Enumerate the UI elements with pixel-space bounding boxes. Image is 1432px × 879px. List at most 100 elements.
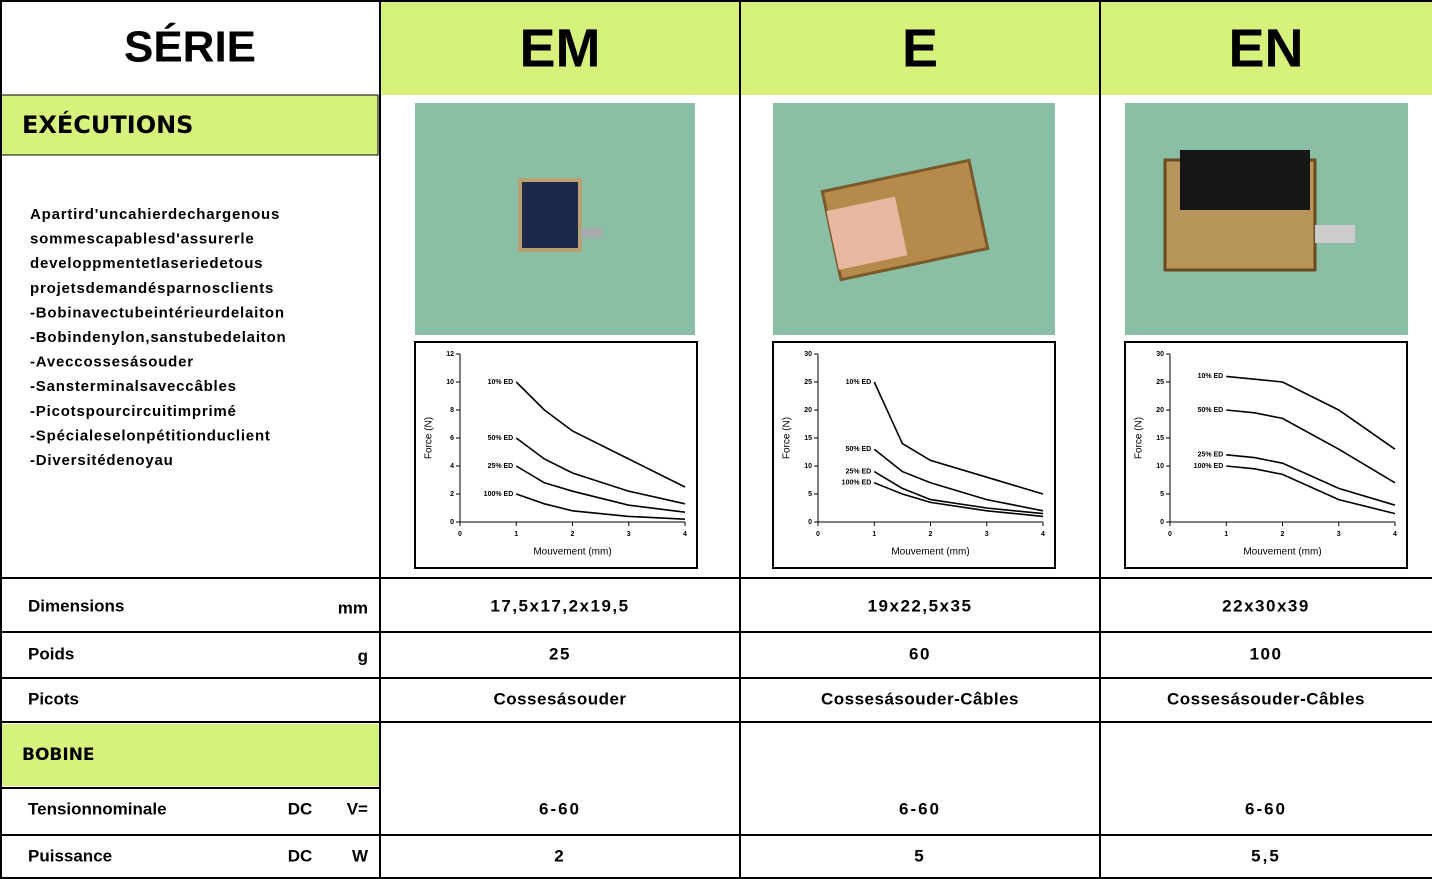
y-tick-label: 30 [804, 351, 812, 358]
x-axis-label: Mouvement (mm) [891, 547, 969, 558]
y-tick-label: 6 [450, 435, 454, 442]
header-band [380, 0, 1432, 95]
y-axis-label: Force (N) [782, 417, 793, 459]
row-unit: mm [338, 598, 368, 617]
y-tick-label: 15 [804, 435, 812, 442]
force-curve [515, 465, 686, 513]
chart-frame [414, 341, 698, 569]
row-value: Cossesásouder-Câbles [821, 689, 1019, 708]
x-tick-label: 0 [458, 531, 462, 538]
x-tick-label: 1 [1224, 531, 1228, 538]
x-tick-label: 4 [683, 531, 687, 538]
x-tick-label: 3 [985, 531, 989, 538]
curve-label: 25% ED [488, 463, 514, 470]
curve-label: 100% ED [484, 491, 514, 498]
curve-label: 50% ED [488, 435, 514, 442]
y-tick-label: 10 [446, 379, 454, 386]
row-label: Picots [28, 689, 79, 708]
row-value: Cossesásouder-Câbles [1167, 689, 1365, 708]
row-unit: W [352, 846, 369, 865]
description-line: -Sansterminalsaveccâbles [30, 378, 237, 395]
y-tick-label: 8 [450, 407, 454, 414]
row-label: Puissance [28, 846, 112, 865]
row-value: Cossesásouder [493, 689, 626, 708]
x-tick-label: 3 [1337, 531, 1341, 538]
row-value: 5,5 [1251, 846, 1281, 865]
row-unit: g [358, 646, 368, 665]
row-label: Tensionnominale [28, 799, 167, 818]
x-tick-label: 3 [627, 531, 631, 538]
y-tick-label: 10 [1156, 463, 1164, 470]
curve-label: 100% ED [842, 480, 872, 487]
row-value: 6-60 [1245, 799, 1287, 818]
executions-box [0, 94, 379, 156]
force-curve [1226, 409, 1396, 484]
row-label: Poids [28, 644, 74, 663]
row-value: 25 [549, 644, 571, 663]
y-tick-label: 5 [1160, 491, 1164, 498]
x-tick-label: 0 [1168, 531, 1172, 538]
curve-label: 25% ED [1198, 452, 1224, 459]
force-curve [873, 448, 1044, 512]
description-line: -Picotspourcircuitimprimé [30, 403, 237, 420]
y-tick-label: 0 [450, 519, 454, 526]
description-line: projetsdemandésparnosclients [30, 280, 274, 297]
force-curve [515, 493, 686, 520]
row-label: Dimensions [28, 596, 124, 615]
bobine-title: BOBINE [22, 745, 95, 765]
description-line: -Spécialeselonpétitionduclient [30, 427, 271, 444]
row-unit: V= [347, 799, 368, 818]
description-line: -Bobindenylon,sanstubedelaiton [30, 329, 287, 346]
x-axis-label: Mouvement (mm) [533, 547, 611, 558]
series-name: E [902, 18, 938, 78]
row-value: 60 [909, 644, 931, 663]
solenoid-icons [518, 150, 1355, 282]
x-tick-label: 0 [816, 531, 820, 538]
y-tick-label: 10 [804, 463, 812, 470]
y-tick-label: 30 [1156, 351, 1164, 358]
curve-label: 50% ED [1198, 407, 1224, 414]
force-curve [873, 482, 1044, 518]
force-curve [515, 437, 686, 505]
force-curve [1226, 375, 1396, 450]
force-curve [1226, 454, 1396, 506]
y-tick-label: 25 [1156, 379, 1164, 386]
row-current: DC [288, 846, 313, 865]
y-tick-label: 25 [804, 379, 812, 386]
series-name: EN [1228, 18, 1303, 78]
y-axis-label: Force (N) [424, 417, 435, 459]
curve-label: 10% ED [488, 379, 514, 386]
y-tick-label: 2 [450, 491, 454, 498]
row-value: 6-60 [539, 799, 581, 818]
serie-label: SÉRIE [124, 22, 256, 72]
curve-label: 50% ED [846, 446, 872, 453]
force-curve [873, 470, 1044, 515]
description-line: sommescapablesd'assurerle [30, 231, 255, 248]
description-line: -Aveccossesásouder [30, 354, 194, 371]
y-tick-label: 20 [1156, 407, 1164, 414]
y-tick-label: 20 [804, 407, 812, 414]
description-line: -Diversitédenoyau [30, 452, 174, 469]
x-tick-label: 1 [872, 531, 876, 538]
executions-title: EXÉCUTIONS [22, 110, 193, 139]
x-tick-label: 4 [1393, 531, 1397, 538]
row-value: 2 [554, 846, 565, 865]
force-curve [1226, 465, 1396, 515]
x-tick-label: 4 [1041, 531, 1045, 538]
description-line: Apartird'uncahierdechargenous [30, 206, 280, 223]
y-tick-label: 4 [450, 463, 454, 470]
x-axis-label: Mouvement (mm) [1243, 547, 1321, 558]
x-tick-label: 2 [1281, 531, 1285, 538]
curve-label: 25% ED [846, 468, 872, 475]
row-value: 17,5x17,2x19,5 [490, 596, 629, 615]
row-value: 19x22,5x35 [868, 596, 973, 615]
force-curve [873, 381, 1044, 495]
bobine-box [0, 724, 380, 786]
description-line: developpmentetlaseriedetous [30, 255, 263, 272]
force-chart: 0 5 10 15 20 25 30 0 1 2 3 4 Mouvement (mm) Force (N)… [1124, 341, 1408, 569]
curve-label: 10% ED [846, 379, 872, 386]
